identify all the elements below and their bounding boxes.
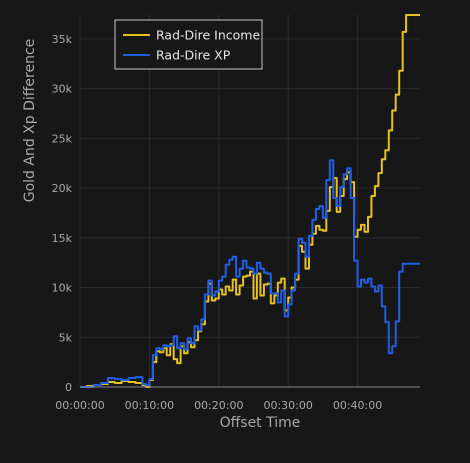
x-tick-label: 00:20:00 (194, 399, 243, 412)
y-tick-label: 30k (52, 83, 73, 96)
x-tick-label: 00:00:00 (55, 399, 104, 412)
y-tick-label: 25k (52, 132, 73, 145)
x-tick-label: 00:40:00 (333, 399, 382, 412)
y-tick-label: 15k (52, 232, 73, 245)
y-tick-label: 0 (65, 381, 72, 394)
legend-label-income: Rad-Dire Income (156, 28, 260, 43)
y-tick-label: 20k (52, 182, 73, 195)
y-tick-label: 10k (52, 282, 73, 295)
legend-label-xp: Rad-Dire XP (156, 48, 231, 63)
x-axis-title: Offset Time (220, 415, 301, 431)
series-lines (80, 15, 420, 387)
x-tick-label: 00:30:00 (263, 399, 312, 412)
gridlines (80, 14, 420, 387)
y-tick-label: 5k (59, 331, 73, 344)
legend: Rad-Dire Income Rad-Dire XP (115, 20, 262, 69)
series-line-0 (80, 15, 420, 387)
x-tick-label: 00:10:00 (125, 399, 174, 412)
y-axis-ticks: 0 5k 10k 15k 20k 25k 30k 35k (52, 33, 73, 394)
y-tick-label: 35k (52, 33, 73, 46)
x-axis-ticks: 00:00:00 00:10:00 00:20:00 00:30:00 00:40:00 (55, 399, 382, 412)
y-axis-title: Gold And Xp Difference (22, 39, 38, 203)
